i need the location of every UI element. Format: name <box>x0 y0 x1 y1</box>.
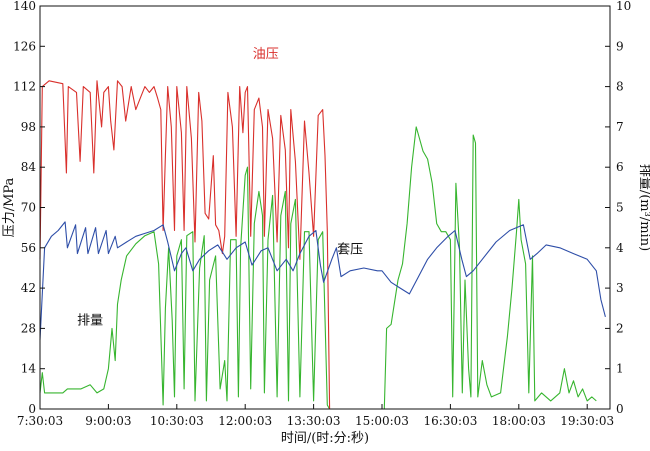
bottom-tick-label: 7:30:03 <box>17 414 63 428</box>
left-tick-label: 0 <box>28 402 36 416</box>
bottom-tick-label: 12:00:03 <box>218 414 272 428</box>
bottom-tick-label: 18:00:03 <box>492 414 546 428</box>
series-label: 排量 <box>77 313 103 328</box>
left-tick-label: 28 <box>21 321 36 335</box>
left-axis: 0 14 28 42 56 70 84 98 112 126 140 <box>13 0 45 416</box>
right-tick-label: 0 <box>616 402 624 416</box>
left-tick-label: 70 <box>21 201 36 215</box>
bottom-tick-label: 10:30:03 <box>150 414 204 428</box>
right-tick-label: 2 <box>616 321 624 335</box>
casing-pressure-line <box>39 221 606 340</box>
left-tick-label: 42 <box>21 281 36 295</box>
right-tick-label: 3 <box>616 281 624 295</box>
left-tick-label: 112 <box>13 80 36 94</box>
left-tick-label: 126 <box>13 39 36 53</box>
right-tick-label: 1 <box>616 362 624 376</box>
right-tick-label: 6 <box>616 160 624 174</box>
left-tick-label: 98 <box>21 120 36 134</box>
right-axis: 0 1 2 3 4 5 6 7 8 9 10 <box>605 0 631 416</box>
bottom-tick-label: 16:30:03 <box>423 414 477 428</box>
left-tick-label: 84 <box>21 160 37 174</box>
series-label: 油压 <box>253 47 279 62</box>
right-axis-title: 排量/(m³/min) <box>637 164 650 251</box>
bottom-axis: 7:30:03 9:00:03 10:30:03 12:00:03 13:30:03 15… <box>17 404 614 428</box>
right-tick-label: 5 <box>616 201 624 215</box>
left-tick-label: 14 <box>21 362 37 376</box>
bottom-tick-label: 9:00:03 <box>85 414 131 428</box>
left-tick-label: 140 <box>13 0 36 13</box>
pump-rate-line <box>39 126 597 410</box>
bottom-tick-label: 15:00:03 <box>355 414 409 428</box>
series-label: 套压 <box>337 242 363 258</box>
series-layer <box>39 80 606 410</box>
bottom-tick-label: 19:30:03 <box>560 414 614 428</box>
right-tick-label: 9 <box>616 39 624 53</box>
left-axis-title: 压力/MPa <box>2 177 17 237</box>
right-tick-label: 10 <box>616 0 631 13</box>
bottom-tick-label: 13:30:03 <box>287 414 341 428</box>
oil-pressure-line <box>39 80 331 410</box>
x-axis-title: 时间/(时:分:秒) <box>281 431 369 446</box>
right-tick-label: 7 <box>616 120 624 134</box>
right-tick-label: 4 <box>616 241 624 255</box>
right-tick-label: 8 <box>616 80 624 94</box>
plot-frame <box>39 5 611 410</box>
left-tick-label: 56 <box>21 241 36 255</box>
